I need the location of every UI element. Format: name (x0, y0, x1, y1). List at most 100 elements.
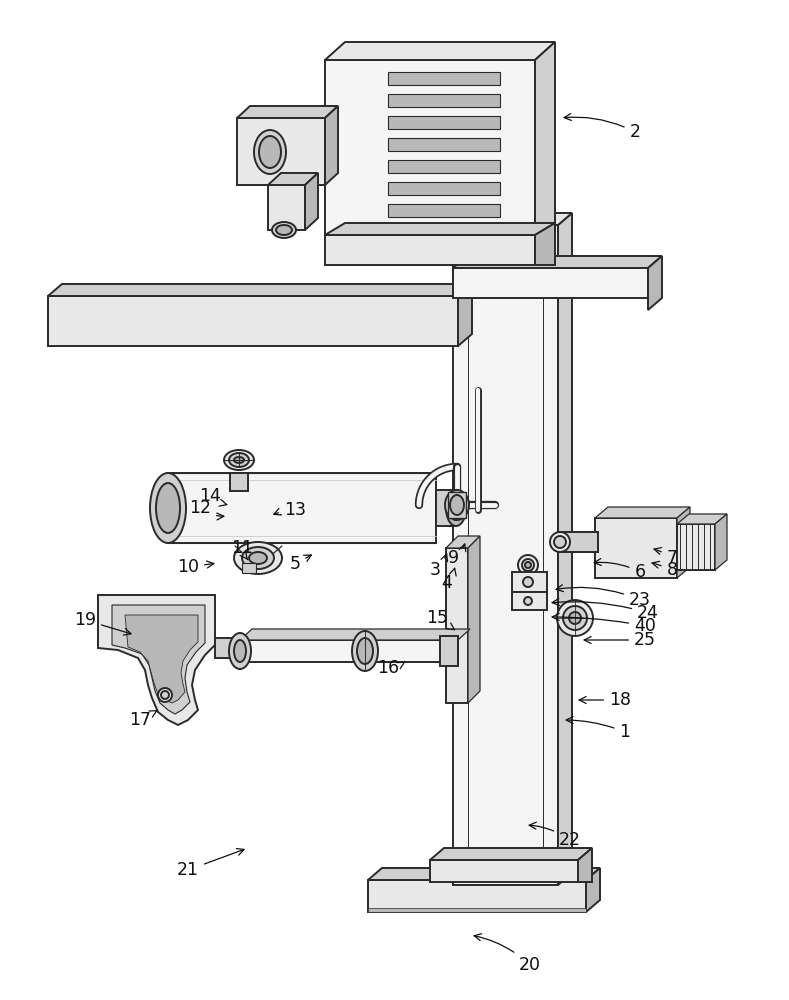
Ellipse shape (150, 473, 186, 543)
Polygon shape (325, 106, 338, 185)
Polygon shape (453, 256, 662, 268)
Polygon shape (98, 595, 215, 725)
Ellipse shape (224, 450, 254, 470)
Polygon shape (368, 868, 600, 880)
Polygon shape (237, 118, 325, 185)
Polygon shape (535, 223, 555, 265)
Bar (230, 473, 248, 491)
Ellipse shape (234, 542, 282, 574)
Bar (48, 296, 458, 346)
Ellipse shape (557, 600, 593, 636)
Ellipse shape (156, 483, 180, 533)
Bar (388, 138, 500, 151)
Bar (446, 548, 468, 703)
Polygon shape (325, 42, 555, 60)
Bar (440, 636, 458, 666)
Bar (388, 72, 500, 85)
Ellipse shape (550, 532, 570, 552)
Polygon shape (677, 507, 690, 578)
Ellipse shape (450, 495, 464, 515)
Text: 15: 15 (426, 609, 454, 630)
Bar (448, 492, 466, 518)
Text: 22: 22 (529, 822, 581, 849)
Text: 4: 4 (442, 568, 456, 592)
Text: 21: 21 (177, 849, 244, 879)
Bar (453, 225, 558, 885)
Text: 24: 24 (552, 599, 659, 622)
Ellipse shape (524, 597, 532, 605)
Polygon shape (112, 605, 205, 714)
Polygon shape (453, 213, 572, 225)
Ellipse shape (229, 453, 249, 467)
Ellipse shape (357, 638, 373, 664)
Polygon shape (305, 173, 318, 230)
Ellipse shape (522, 559, 534, 571)
Ellipse shape (272, 222, 296, 238)
Ellipse shape (518, 555, 538, 575)
Bar (436, 490, 456, 526)
Polygon shape (715, 514, 727, 570)
Polygon shape (240, 629, 470, 640)
Ellipse shape (563, 606, 587, 630)
Polygon shape (268, 173, 318, 185)
Ellipse shape (234, 457, 244, 463)
Text: 2: 2 (564, 114, 641, 141)
Bar (368, 880, 586, 912)
Polygon shape (430, 848, 592, 860)
Bar (388, 116, 500, 129)
Text: 16: 16 (377, 659, 405, 677)
Text: 11: 11 (231, 539, 253, 560)
Ellipse shape (254, 130, 286, 174)
Bar (512, 572, 547, 592)
Bar (240, 640, 458, 662)
Polygon shape (325, 223, 555, 235)
Ellipse shape (525, 562, 531, 568)
Ellipse shape (242, 547, 274, 569)
Text: 17: 17 (129, 711, 157, 729)
Polygon shape (468, 536, 480, 703)
Ellipse shape (523, 577, 533, 587)
Polygon shape (586, 868, 600, 912)
Ellipse shape (276, 225, 292, 235)
Text: 7: 7 (654, 548, 678, 567)
Text: 18: 18 (579, 691, 631, 709)
Polygon shape (237, 106, 338, 118)
Text: 10: 10 (177, 558, 214, 576)
Bar (325, 235, 535, 265)
Bar (388, 94, 500, 107)
Polygon shape (595, 507, 690, 518)
Text: 13: 13 (274, 501, 306, 519)
Ellipse shape (259, 136, 281, 168)
Bar (677, 524, 715, 570)
Bar (430, 860, 578, 882)
Ellipse shape (161, 691, 169, 699)
Bar (595, 518, 677, 578)
Bar (388, 182, 500, 195)
Bar (453, 268, 648, 298)
Bar (368, 908, 586, 912)
Ellipse shape (450, 496, 462, 520)
Polygon shape (558, 213, 572, 885)
Bar (215, 638, 247, 658)
Text: 23: 23 (556, 585, 651, 609)
Ellipse shape (554, 536, 566, 548)
Ellipse shape (158, 688, 172, 702)
Polygon shape (268, 185, 305, 230)
Text: 12: 12 (189, 499, 224, 520)
Polygon shape (458, 284, 472, 346)
Text: 14: 14 (199, 487, 227, 506)
Polygon shape (677, 514, 727, 524)
Polygon shape (648, 256, 662, 310)
Bar (242, 563, 256, 573)
Bar (388, 160, 500, 173)
Text: 3: 3 (429, 554, 447, 579)
Polygon shape (446, 536, 480, 548)
Text: 5: 5 (290, 555, 312, 573)
Ellipse shape (229, 633, 251, 669)
Bar (388, 204, 500, 217)
Bar (168, 473, 436, 543)
Bar (560, 532, 598, 552)
Ellipse shape (446, 490, 466, 526)
Text: 9: 9 (447, 544, 466, 567)
Ellipse shape (569, 612, 581, 624)
